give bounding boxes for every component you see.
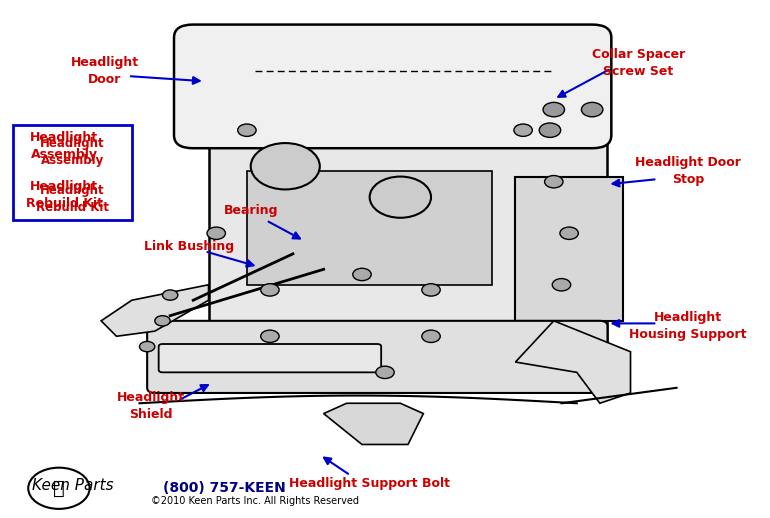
Circle shape xyxy=(560,227,578,239)
Text: Headlight
Assembly: Headlight Assembly xyxy=(30,131,99,161)
Circle shape xyxy=(544,176,563,188)
Text: Collar Spacer
Screw Set: Collar Spacer Screw Set xyxy=(591,48,685,78)
Circle shape xyxy=(139,341,155,352)
Circle shape xyxy=(28,468,89,509)
Circle shape xyxy=(514,124,532,136)
FancyBboxPatch shape xyxy=(174,24,611,148)
Polygon shape xyxy=(515,321,631,403)
Circle shape xyxy=(155,315,170,326)
Circle shape xyxy=(162,290,178,300)
Circle shape xyxy=(539,123,561,137)
Text: Keen Parts: Keen Parts xyxy=(32,478,114,493)
Circle shape xyxy=(376,366,394,379)
Circle shape xyxy=(543,103,564,117)
Text: Headlight
Rebuild Kit: Headlight Rebuild Kit xyxy=(26,180,103,210)
Text: Headlight
Rebuild Kit: Headlight Rebuild Kit xyxy=(36,184,109,214)
Bar xyxy=(13,125,132,220)
Circle shape xyxy=(207,227,226,239)
Text: (800) 757-KEEN: (800) 757-KEEN xyxy=(162,481,285,495)
Circle shape xyxy=(422,330,440,342)
FancyBboxPatch shape xyxy=(147,321,608,393)
Text: Link Bushing: Link Bushing xyxy=(144,240,234,253)
Circle shape xyxy=(261,330,279,342)
FancyBboxPatch shape xyxy=(159,344,381,372)
Polygon shape xyxy=(101,285,209,336)
Circle shape xyxy=(251,143,320,190)
Circle shape xyxy=(581,103,603,117)
Text: Headlight Door
Stop: Headlight Door Stop xyxy=(635,156,741,186)
FancyBboxPatch shape xyxy=(209,125,608,341)
FancyBboxPatch shape xyxy=(515,177,623,321)
Polygon shape xyxy=(323,403,424,444)
Circle shape xyxy=(261,284,279,296)
Circle shape xyxy=(552,279,571,291)
Text: ©2010 Keen Parts Inc. All Rights Reserved: ©2010 Keen Parts Inc. All Rights Reserve… xyxy=(151,496,359,506)
Text: Headlight
Shield: Headlight Shield xyxy=(117,391,185,421)
Text: Headlight
Assembly: Headlight Assembly xyxy=(40,137,105,167)
Text: Headlight
Housing Support: Headlight Housing Support xyxy=(629,311,747,341)
Circle shape xyxy=(370,177,431,218)
Text: Headlight Support Bolt: Headlight Support Bolt xyxy=(290,477,450,490)
Text: 🚗: 🚗 xyxy=(53,479,65,498)
Circle shape xyxy=(238,124,256,136)
Text: Headlight
Door: Headlight Door xyxy=(71,56,139,86)
Circle shape xyxy=(353,268,371,281)
FancyBboxPatch shape xyxy=(247,171,492,285)
Circle shape xyxy=(422,284,440,296)
Text: Bearing: Bearing xyxy=(223,204,278,217)
